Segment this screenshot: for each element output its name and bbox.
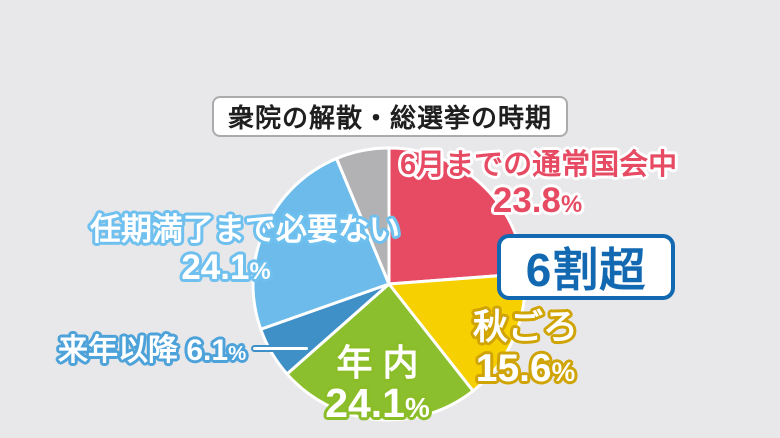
label-term-expiry: 任期満了まで必要ない 24.1% xyxy=(90,212,400,287)
chart-title-box: 衆院の解散・総選挙の時期 xyxy=(212,96,568,137)
label-june-session-value: 23.8% xyxy=(492,181,583,221)
label-june-session: 6月までの通常国会中 23.8% xyxy=(400,149,678,221)
label-next-year-text: 来年以降 xyxy=(58,334,178,367)
pie-slice-5 xyxy=(335,146,391,286)
percent-sign: % xyxy=(249,257,271,285)
label-autumn-value: 15.6% xyxy=(475,347,576,391)
pie-slice-2 xyxy=(285,282,475,422)
percent-sign: % xyxy=(228,343,247,365)
label-term-expiry-value: 24.1% xyxy=(181,247,271,287)
annotation-over-60-box: 6割超 xyxy=(497,234,675,300)
label-autumn: 秋ごろ 15.6% xyxy=(443,308,608,391)
label-next-year: 来年以降 6.1% xyxy=(58,334,258,368)
label-within-year-value: 24.1% xyxy=(325,379,430,426)
percent-sign: % xyxy=(405,391,430,423)
pie-chart xyxy=(251,146,527,422)
percent-sign: % xyxy=(560,191,583,219)
percent-sign: % xyxy=(551,357,576,388)
label-within-year-text: 年 内 xyxy=(336,342,419,383)
pie-slice-4 xyxy=(251,157,391,331)
label-autumn-text: 秋ごろ xyxy=(472,308,578,347)
leader-line xyxy=(251,345,310,352)
label-within-year: 年 内 24.1% xyxy=(295,344,460,425)
label-june-session-text: 6月までの通常国会中 xyxy=(400,149,678,181)
annotation-over-60-text: 6割超 xyxy=(525,244,647,296)
chart-title: 衆院の解散・総選挙の時期 xyxy=(227,103,552,133)
label-next-year-value: 6.1% xyxy=(186,334,247,367)
label-term-expiry-text: 任期満了まで必要ない xyxy=(90,212,400,247)
